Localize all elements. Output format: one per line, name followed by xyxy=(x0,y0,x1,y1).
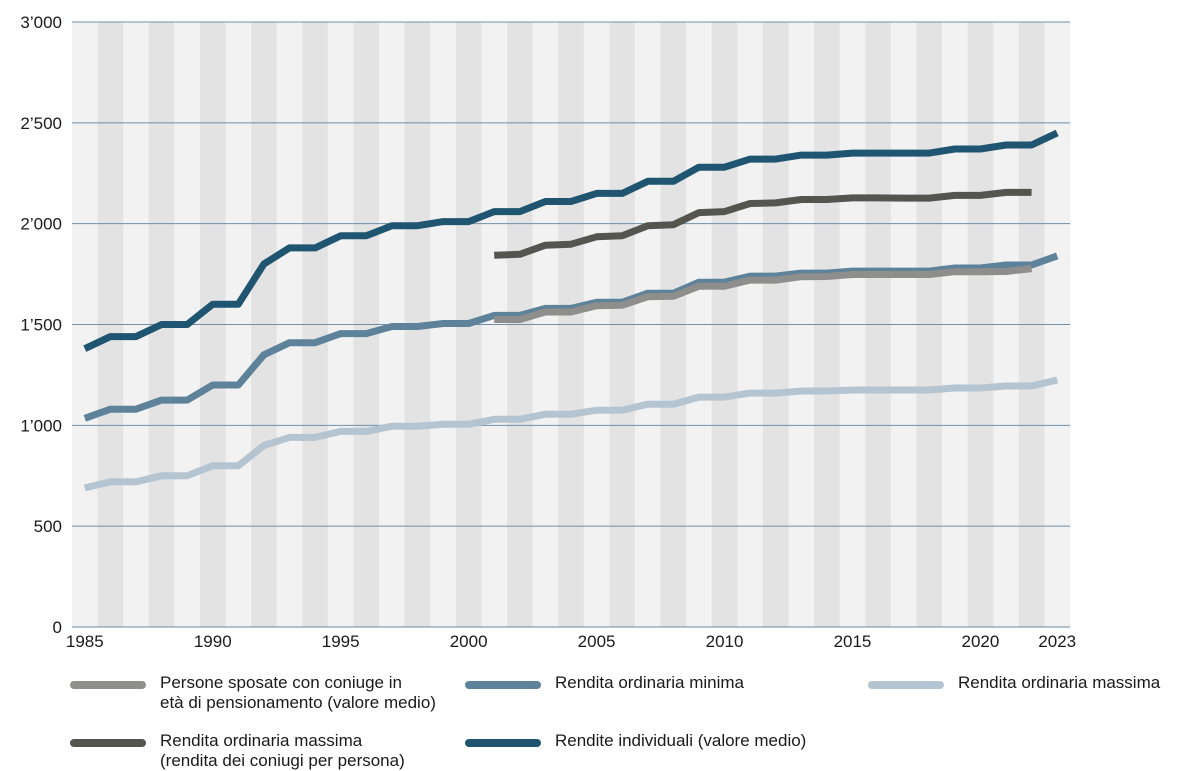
y-tick-label: 0 xyxy=(53,618,62,637)
x-tick-label: 2020 xyxy=(962,632,1000,651)
x-tick-label: 1995 xyxy=(322,632,360,651)
series-line xyxy=(494,265,1032,323)
series-line xyxy=(494,188,1032,259)
x-axis-ticks: 1985 1990 1995 2000 2005 2010 2015 2020 2023 xyxy=(66,632,1076,651)
x-tick-label: 2000 xyxy=(450,632,488,651)
x-tick-label: 2015 xyxy=(834,632,872,651)
y-tick-label: 2’000 xyxy=(20,215,62,234)
y-tick-label: 2’500 xyxy=(20,114,62,133)
x-tick-label: 2010 xyxy=(706,632,744,651)
x-tick-label: 2005 xyxy=(578,632,616,651)
y-tick-label: 1’500 xyxy=(20,316,62,335)
x-tick-label: 1985 xyxy=(66,632,104,651)
y-tick-label: 3’000 xyxy=(20,13,62,32)
series-line xyxy=(83,376,1058,492)
x-tick-label: 2023 xyxy=(1038,632,1076,651)
y-tick-label: 1’000 xyxy=(20,416,62,435)
x-tick-label: 1990 xyxy=(194,632,232,651)
grid-lines xyxy=(72,21,1070,628)
y-axis-ticks: 0 500 1’000 1’500 2’000 2’500 3’000 xyxy=(20,13,62,637)
y-tick-label: 500 xyxy=(34,517,62,536)
series-line xyxy=(83,129,1059,352)
series-lines xyxy=(83,129,1059,492)
